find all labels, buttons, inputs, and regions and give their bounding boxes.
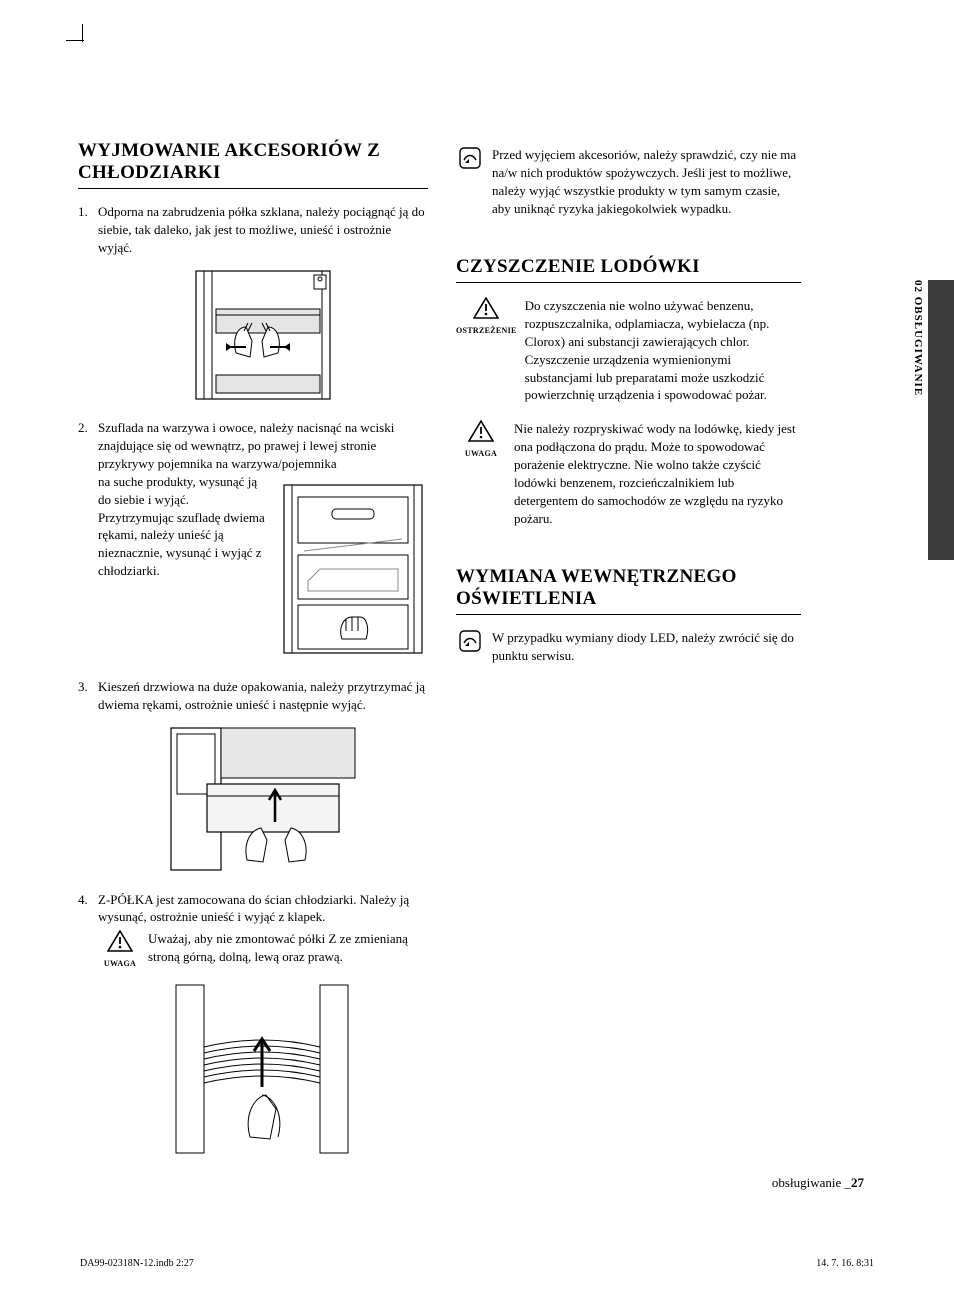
step-4-note: Uważaj, aby nie zmontować półki Z ze zmi…	[148, 930, 428, 969]
illustration-door-bin	[163, 722, 363, 877]
warning-icon	[468, 420, 494, 442]
footer-page-number: 27	[851, 1175, 864, 1190]
page-footer: obsługiwanie _27	[772, 1175, 864, 1191]
print-timestamp: 14. 7. 16. 8:31	[816, 1258, 874, 1269]
heading-lighting: WYMIANA WEWNĘTRZNEGO OŚWIETLENIA	[456, 566, 801, 615]
print-file-info: DA99-02318N-12.indb 2:27	[80, 1258, 194, 1269]
cleaning-warning-text: Do czyszczenia nie wolno używać benzenu,…	[525, 297, 801, 405]
heading-removing-accessories: WYJMOWANIE AKCESORIÓW Z CHŁODZIARKI	[78, 140, 428, 189]
lighting-note: W przypadku wymiany diody LED, należy zw…	[492, 629, 801, 665]
footer-section: obsługiwanie _	[772, 1175, 851, 1190]
step-3-text: Kieszeń drzwiowa na duże opakowania, nal…	[98, 679, 425, 712]
uwaga-label: UWAGA	[98, 958, 142, 969]
step-1-text: Odporna na zabrudzenia półka szklana, na…	[98, 204, 425, 255]
step-2-side-text: na suche produkty, wysunąć ją do siebie …	[98, 473, 268, 664]
section-tab	[928, 280, 954, 560]
crop-marks	[70, 30, 90, 50]
illustration-z-shelf	[158, 977, 368, 1162]
step-2: Szuflada na warzywa i owoce, należy naci…	[78, 419, 428, 664]
pre-removal-note: Przed wyjęciem akcesoriów, należy sprawd…	[492, 146, 801, 218]
note-icon	[458, 629, 482, 653]
warning-icon	[473, 297, 499, 319]
cleaning-caution-text: Nie należy rozpryskiwać wody na lodówkę,…	[514, 420, 801, 528]
note-icon	[458, 146, 482, 170]
section-tab-label: 02 OBSŁUGIWANIE	[912, 280, 924, 396]
uwaga-label: UWAGA	[456, 448, 506, 459]
step-1: Odporna na zabrudzenia półka szklana, na…	[78, 203, 428, 405]
warning-icon	[107, 930, 133, 952]
step-4: Z-PÓŁKA jest zamocowana do ścian chłodzi…	[78, 891, 428, 1163]
illustration-shelf	[178, 265, 348, 405]
print-footer: DA99-02318N-12.indb 2:27 14. 7. 16. 8:31	[80, 1258, 874, 1269]
step-2-lead: Szuflada na warzywa i owoce, należy naci…	[98, 420, 394, 471]
step-4-text: Z-PÓŁKA jest zamocowana do ścian chłodzi…	[98, 892, 409, 925]
illustration-drawer	[278, 481, 428, 656]
ostrzezenie-label: OSTRZEŻENIE	[456, 325, 517, 336]
step-3: Kieszeń drzwiowa na duże opakowania, nal…	[78, 678, 428, 877]
heading-cleaning: CZYSZCZENIE LODÓWKI	[456, 256, 801, 283]
